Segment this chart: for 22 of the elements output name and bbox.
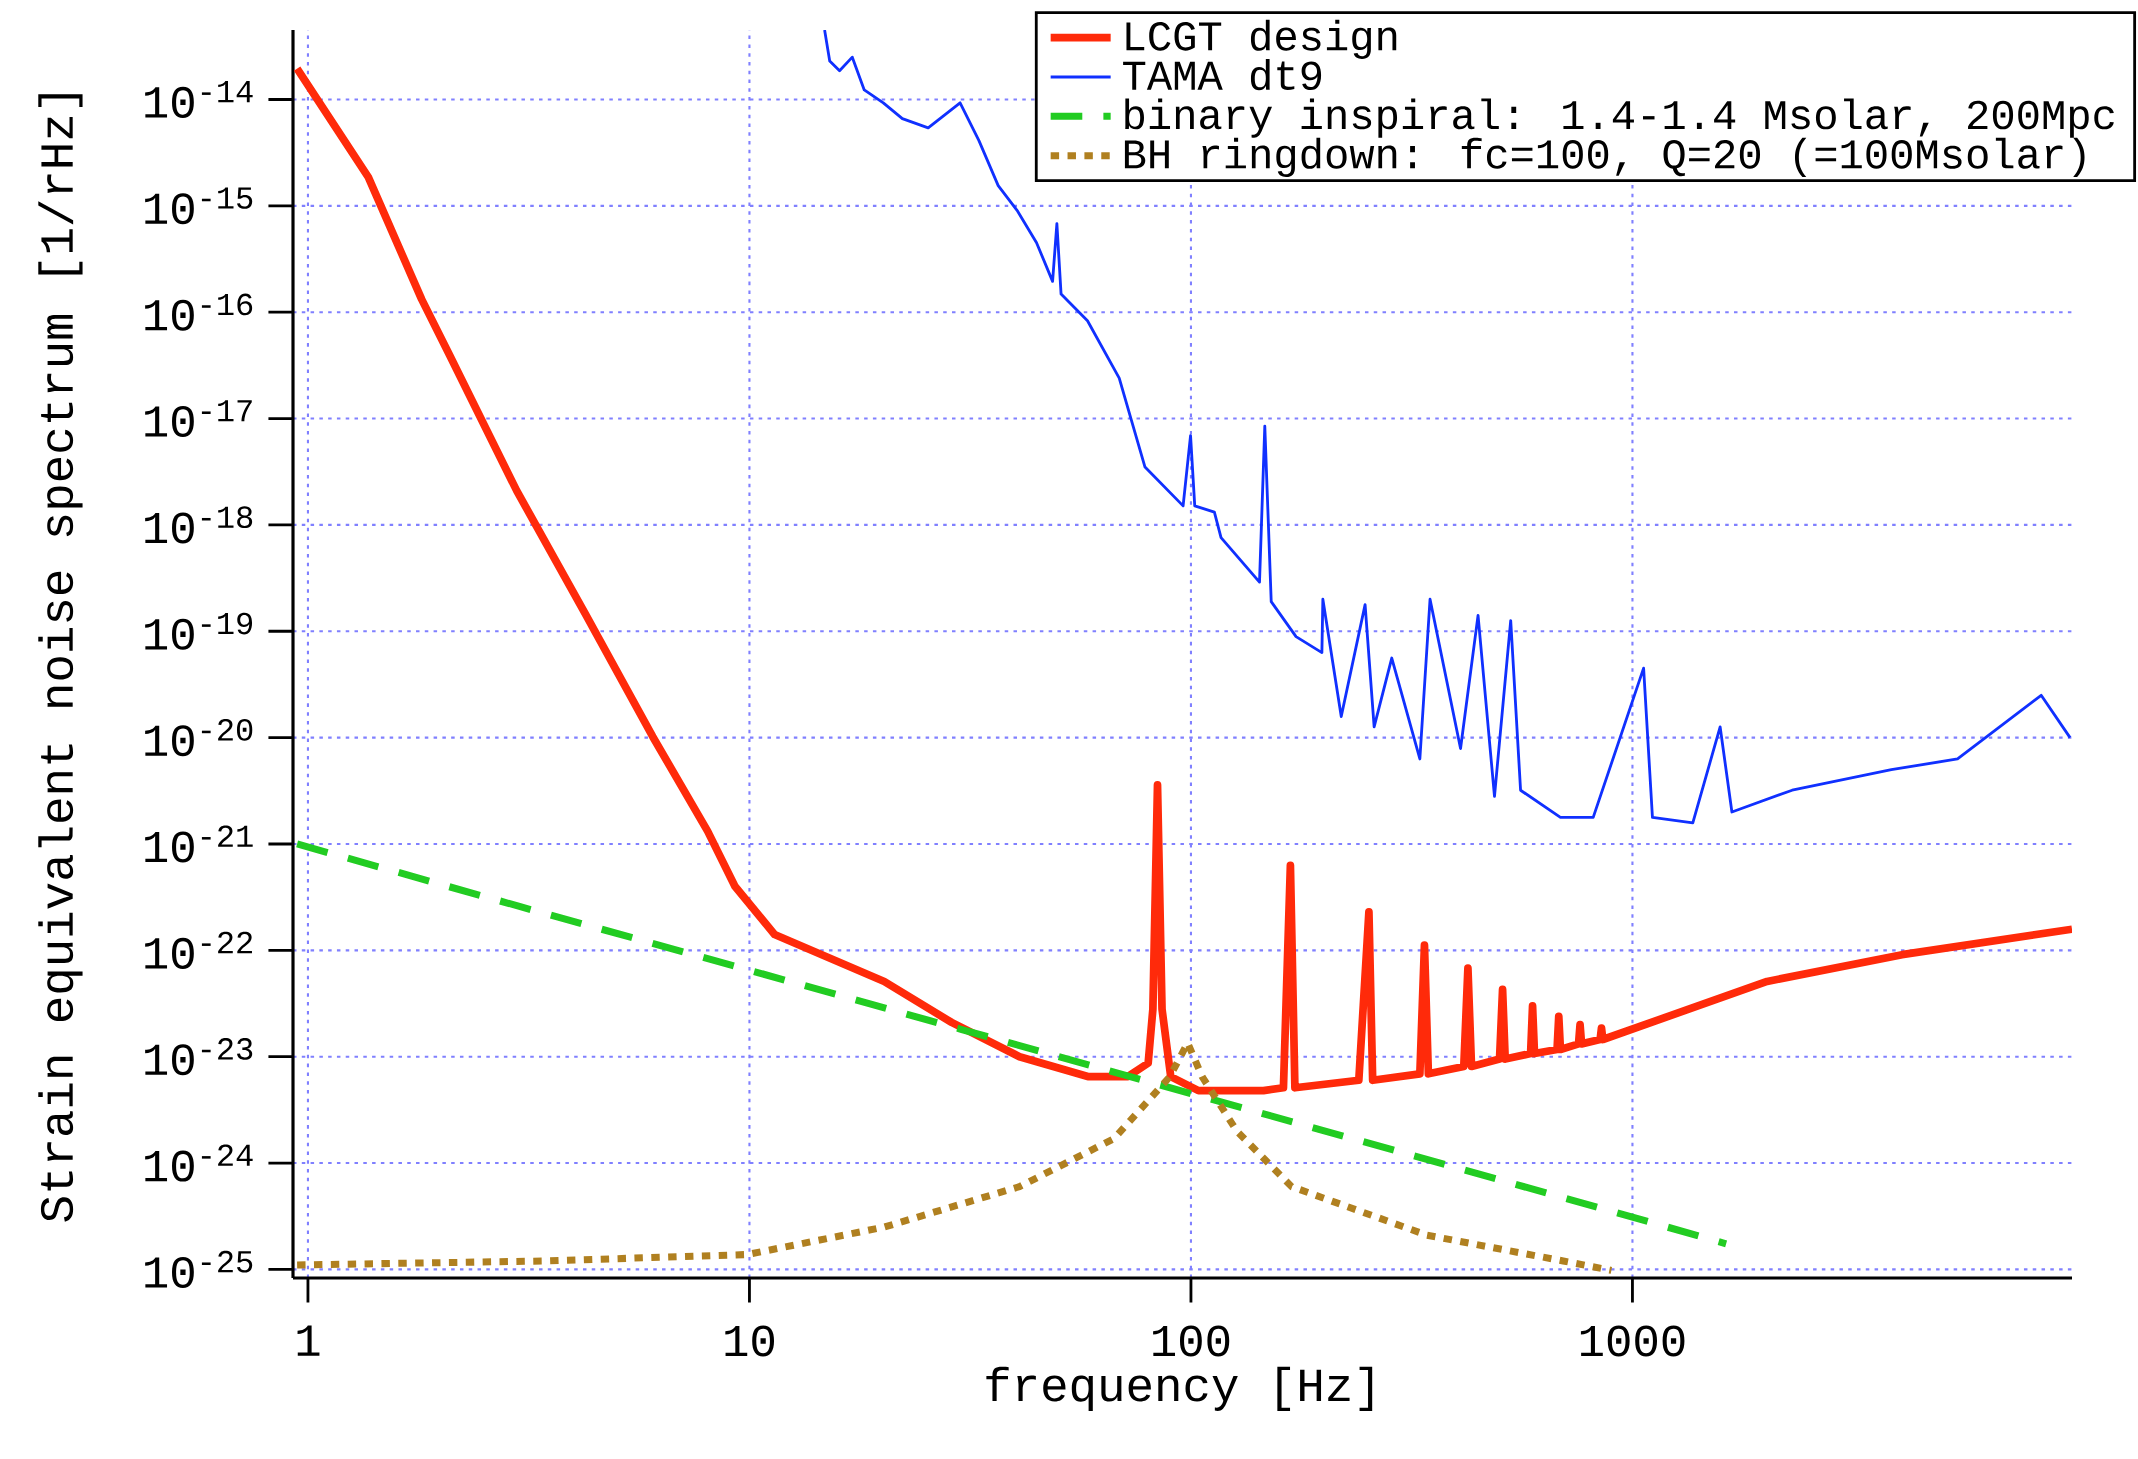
- legend-label: LCGT design: [1126, 19, 1397, 60]
- y-tick-label: 10$^{-15}$: [145, 187, 253, 225]
- x-axis-title: frequency [Hz]: [986, 1366, 1373, 1411]
- legend-label: BH ringdown: fc=100, Q=20 (=100Msolar): [1124, 137, 2085, 178]
- legend-label: binary inspiral: 1.4-1.4 Msolar, 200Mpc: [1125, 98, 2114, 138]
- y-tick-label: 10$^{-20}$: [145, 719, 253, 757]
- y-tick-label: 10$^{-22}$: [145, 931, 252, 969]
- y-tick-label: 10$^{-18}$: [145, 506, 253, 544]
- y-tick-label: 10$^{-14}$: [145, 81, 253, 118]
- y-tick-label: 10$^{-23}$: [145, 1038, 253, 1076]
- y-tick-label: 10$^{-17}$: [145, 400, 252, 437]
- y-tick-label: 10$^{-24}$: [145, 1144, 253, 1182]
- y-tick-label: 10$^{-16}$: [145, 293, 253, 331]
- y-tick-label: 10$^{-21}$: [145, 825, 253, 863]
- x-tick-label: 10: [725, 1325, 775, 1357]
- y-axis-title: Strain equivalent noise spectrum [1/rHz]: [38, 94, 83, 1222]
- x-tick-label: 100: [1153, 1325, 1230, 1357]
- x-tick-label: 1: [297, 1325, 320, 1356]
- x-tick-label: 1000: [1580, 1325, 1685, 1357]
- y-tick-label: 10$^{-25}$: [145, 1250, 253, 1288]
- y-tick-label: 10$^{-19}$: [145, 612, 253, 650]
- legend-label: TAMA dt9: [1123, 59, 1322, 91]
